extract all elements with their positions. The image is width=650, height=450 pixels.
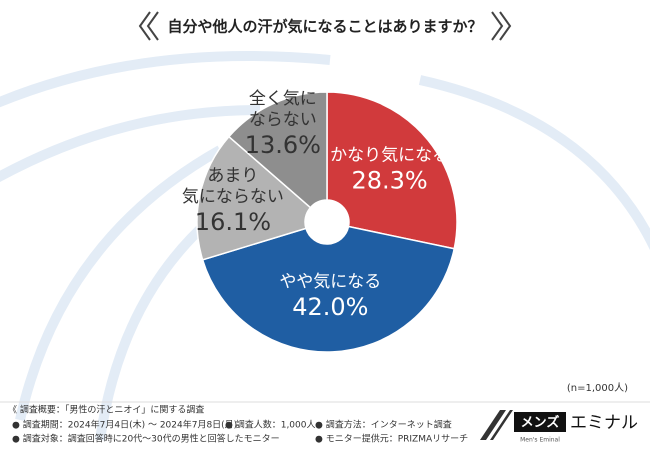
logo-box — [514, 412, 566, 432]
category-label: かなり気になる — [330, 146, 449, 166]
title-bracket — [491, 11, 512, 41]
category-label: あまり気にならない — [182, 166, 284, 207]
category-label: やや気になる — [279, 272, 381, 292]
decoration — [0, 51, 650, 441]
label-line: 気にならない — [182, 187, 284, 207]
survey-item: ● 調査人数：1,000人 — [225, 419, 315, 431]
decor-arc — [0, 51, 331, 108]
survey-item: ● モニター提供元：PRIZMAリサーチ — [315, 433, 468, 445]
slice — [227, 91, 328, 209]
label-line: 全く気に — [249, 89, 317, 109]
slice — [201, 225, 456, 353]
decor-arc — [418, 75, 650, 251]
survey-item: ● 調査対象：調査回答時に20代〜30代の男性と回答したモニター — [12, 433, 280, 445]
survey-item: ● 調査方法：インターネット調査 — [315, 419, 452, 431]
decor-arc — [0, 105, 261, 183]
logo-sub: Men's Eminal — [520, 437, 560, 444]
slice — [326, 91, 458, 250]
decor-arc — [15, 145, 223, 422]
label-line: ならない — [249, 110, 317, 130]
value-label: 16.1% — [195, 208, 271, 236]
sample-note: (n=1,000人) — [567, 382, 628, 394]
slice — [196, 135, 312, 261]
decor-arc — [95, 216, 214, 441]
value-label: 28.3% — [351, 167, 427, 195]
logo-mark — [480, 410, 513, 440]
chart-title: 自分や他人の汗が気になることはありますか？ — [167, 18, 482, 36]
category-label: 全く気にならない — [249, 89, 317, 130]
logo-right: エミナル — [570, 413, 638, 433]
logo-left: メンズ — [521, 415, 560, 431]
value-label: 13.6% — [245, 131, 321, 159]
value-label: 42.0% — [292, 293, 368, 321]
title-bracket — [138, 11, 159, 41]
label-line: やや気になる — [279, 272, 381, 292]
survey-heading: 《 調査概要：「男性の汗とニオイ」に関する調査 — [8, 404, 204, 416]
label-line: かなり気になる — [330, 146, 449, 166]
label-line: あまり — [207, 166, 258, 186]
survey-item: ● 調査期間：2024年7月4日(木) 〜 2024年7月8日(月) — [12, 419, 237, 431]
